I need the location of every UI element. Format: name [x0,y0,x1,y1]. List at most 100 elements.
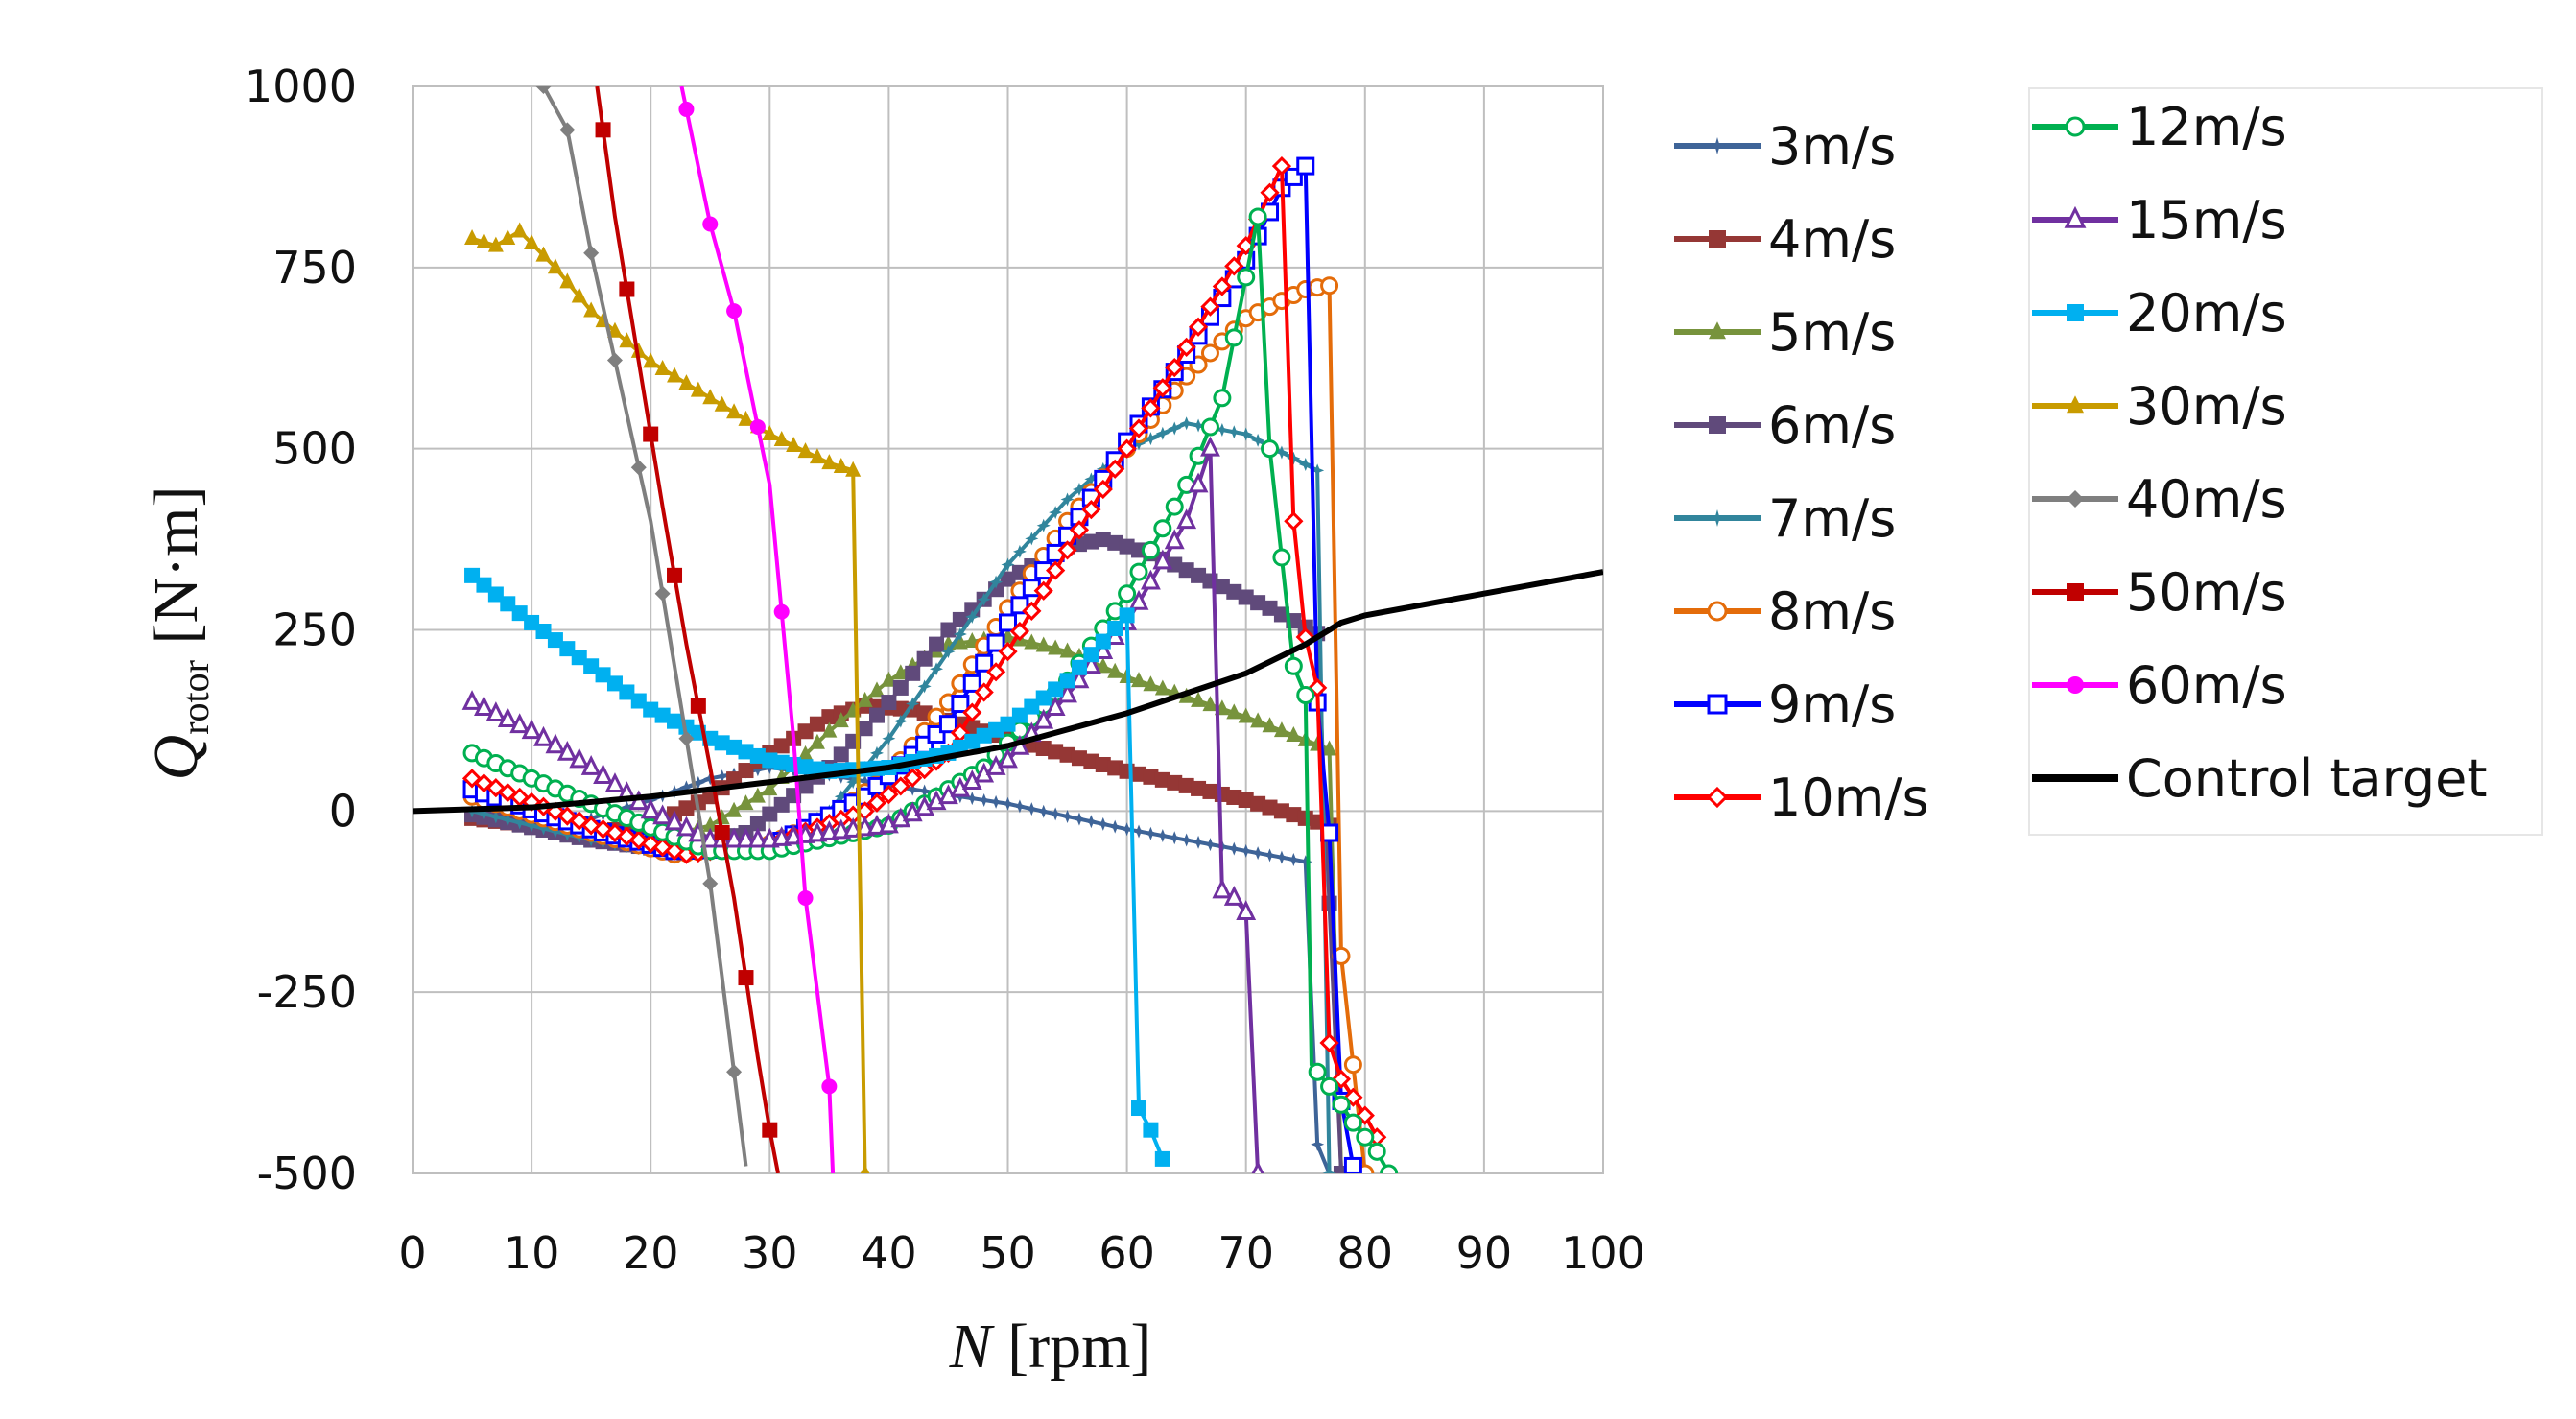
series-40m-s [535,86,748,1167]
data-point [488,810,503,824]
series-control-target [413,569,1603,815]
data-point [1273,803,1289,819]
data-point [702,389,719,405]
data-point [524,614,540,630]
data-point [726,801,743,817]
data-point [1084,472,1099,486]
data-point [977,793,991,808]
data-point [1024,698,1040,715]
data-point [1176,337,1196,358]
data-point [664,810,685,831]
data-point [676,816,697,837]
data-point [1131,672,1147,688]
data-point [1118,584,1137,603]
data-point [952,611,968,627]
x-tick-label: 80 [1337,1227,1394,1279]
data-point [630,693,647,709]
data-point [1071,659,1087,675]
data-point [903,768,923,788]
data-point [1069,668,1090,689]
data-point [749,816,766,832]
data-point [738,763,754,779]
data-point [1178,777,1194,793]
data-point [941,645,956,659]
data-point [595,122,611,138]
y-tick-label: 0 [329,785,357,837]
data-point [1072,812,1086,826]
data-point [511,222,528,238]
data-point [845,461,862,477]
x-tick-label: 90 [1456,1227,1513,1279]
data-point [917,784,932,798]
data-point [762,780,778,796]
data-point [1262,717,1278,733]
data-point [1000,716,1016,732]
data-point [797,889,814,906]
data-point [474,696,494,716]
data-point [1333,1166,1349,1173]
data-point [1128,589,1149,610]
data-point [1143,675,1159,692]
data-point [1059,746,1075,763]
series-60m-s [678,86,838,1173]
data-point [1057,682,1077,703]
data-point [1191,691,1207,707]
data-point [1107,662,1123,678]
data-point [715,769,729,784]
data-point [702,816,719,832]
data-point [1010,596,1029,615]
data-point [1095,756,1111,772]
data-point [500,596,516,612]
data-point [892,664,909,680]
data-point [703,771,718,786]
data-point [986,633,1005,652]
data-point [1035,690,1052,706]
data-point [858,774,872,789]
data-point [1311,1137,1325,1151]
data-point [1059,642,1075,658]
series-50m-s [595,86,780,1173]
data-point [962,674,981,693]
legend-label: 60m/s [2126,655,2287,716]
data-point [809,733,825,749]
data-point [1200,436,1220,457]
data-point [821,454,838,470]
legend-label: 10m/s [1768,768,1929,828]
data-point [583,658,600,674]
data-point [1080,653,1101,674]
legend-label: 50m/s [2126,562,2287,623]
legend-item: 6m/s [1674,395,1896,456]
data-point [1107,620,1123,636]
data-point [1212,276,1233,296]
data-point [857,691,873,707]
x-tick-label: 70 [1217,1227,1274,1279]
data-point [1001,557,1015,572]
data-point [809,448,825,464]
data-point [524,234,540,250]
data-point [1343,1055,1362,1075]
data-point [1119,538,1135,555]
data-point [571,287,587,303]
data-point [834,790,848,804]
data-point [1320,1076,1339,1096]
data-point [821,709,838,725]
data-point [1036,518,1051,532]
data-point [1356,1127,1375,1147]
data-point [1057,540,1077,560]
data-point [738,794,754,811]
data-point [1286,807,1302,823]
data-point [821,1078,838,1095]
x-tick-label: 0 [398,1227,426,1279]
data-point [1095,532,1111,548]
data-point [1035,740,1052,756]
data-point [1320,276,1339,296]
data-point [1048,681,1064,698]
data-point [989,575,1004,589]
data-point [846,775,861,790]
data-point [497,707,518,728]
data-point [738,744,754,760]
data-point [1120,822,1134,837]
data-point [1250,795,1266,812]
data-point [1284,511,1304,532]
